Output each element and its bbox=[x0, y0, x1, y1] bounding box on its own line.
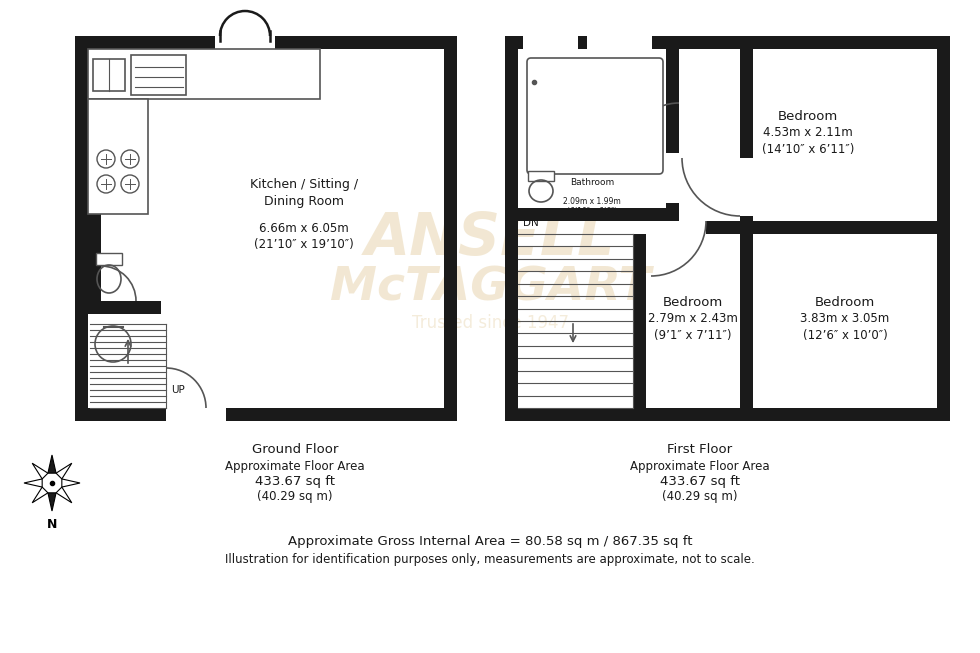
Text: (14’10″ x 6’11″): (14’10″ x 6’11″) bbox=[761, 142, 855, 155]
Text: 3.83m x 3.05m: 3.83m x 3.05m bbox=[801, 313, 890, 325]
Polygon shape bbox=[32, 463, 48, 479]
Bar bbox=[226, 408, 444, 421]
Text: Approximate Floor Area: Approximate Floor Area bbox=[630, 460, 770, 473]
Bar bbox=[583, 36, 587, 49]
Bar bbox=[88, 214, 101, 314]
Text: Ground Floor: Ground Floor bbox=[252, 443, 338, 456]
Bar bbox=[505, 36, 518, 421]
Bar bbox=[505, 408, 950, 421]
Bar bbox=[505, 36, 950, 49]
Bar bbox=[666, 49, 679, 221]
Polygon shape bbox=[62, 479, 80, 487]
Text: First Floor: First Floor bbox=[667, 443, 733, 456]
Text: ANSELL: ANSELL bbox=[365, 210, 615, 266]
Text: (40.29 sq m): (40.29 sq m) bbox=[258, 490, 333, 503]
Bar bbox=[444, 36, 457, 421]
Text: (6’10″ x 6’6″): (6’10″ x 6’6″) bbox=[567, 207, 617, 216]
Polygon shape bbox=[48, 493, 56, 511]
Polygon shape bbox=[56, 463, 72, 479]
Text: Approximate Gross Internal Area = 80.58 sq m / 867.35 sq ft: Approximate Gross Internal Area = 80.58 … bbox=[288, 535, 692, 548]
Polygon shape bbox=[24, 479, 42, 487]
Text: McTAGGART: McTAGGART bbox=[329, 266, 651, 310]
Text: UP: UP bbox=[171, 385, 185, 395]
Text: Illustration for identification purposes only, measurements are approximate, not: Illustration for identification purposes… bbox=[225, 553, 755, 566]
Bar bbox=[131, 55, 186, 95]
Text: 4.53m x 2.11m: 4.53m x 2.11m bbox=[763, 127, 853, 140]
Bar bbox=[75, 36, 88, 421]
Bar bbox=[587, 36, 652, 49]
Bar bbox=[679, 221, 937, 234]
Text: (21’10″ x 19’10″): (21’10″ x 19’10″) bbox=[255, 238, 354, 251]
Bar bbox=[88, 49, 320, 99]
Text: Bathroom: Bathroom bbox=[570, 178, 614, 187]
Text: 433.67 sq ft: 433.67 sq ft bbox=[255, 475, 335, 488]
Text: Bedroom: Bedroom bbox=[662, 296, 723, 310]
Text: Trusted since 1947: Trusted since 1947 bbox=[412, 314, 568, 332]
Polygon shape bbox=[32, 487, 48, 503]
Bar bbox=[523, 36, 578, 49]
Bar bbox=[666, 153, 679, 203]
Bar bbox=[518, 208, 679, 221]
Bar bbox=[937, 36, 950, 421]
Bar bbox=[633, 234, 646, 408]
FancyBboxPatch shape bbox=[527, 58, 663, 174]
Bar bbox=[93, 59, 125, 91]
Text: (9’1″ x 7’11″): (9’1″ x 7’11″) bbox=[655, 328, 732, 342]
Text: (40.29 sq m): (40.29 sq m) bbox=[662, 490, 738, 503]
Text: 6.66m x 6.05m: 6.66m x 6.05m bbox=[260, 222, 349, 235]
Bar bbox=[740, 49, 753, 408]
Polygon shape bbox=[56, 487, 72, 503]
Text: Kitchen / Sitting /
Dining Room: Kitchen / Sitting / Dining Room bbox=[250, 178, 359, 208]
Bar bbox=[96, 253, 122, 265]
Bar bbox=[75, 36, 215, 49]
Bar bbox=[75, 408, 457, 421]
Text: 433.67 sq ft: 433.67 sq ft bbox=[660, 475, 740, 488]
Bar bbox=[166, 408, 226, 421]
Text: Approximate Floor Area: Approximate Floor Area bbox=[225, 460, 365, 473]
Polygon shape bbox=[48, 455, 56, 473]
Bar bbox=[275, 36, 457, 49]
Bar bbox=[88, 301, 161, 314]
Bar bbox=[528, 171, 554, 181]
Text: (12’6″ x 10’0″): (12’6″ x 10’0″) bbox=[803, 328, 887, 342]
Text: Bedroom: Bedroom bbox=[815, 296, 875, 310]
Text: 2.09m x 1.99m: 2.09m x 1.99m bbox=[564, 197, 621, 206]
Bar bbox=[740, 158, 753, 216]
Text: 2.79m x 2.43m: 2.79m x 2.43m bbox=[648, 313, 738, 325]
Text: Bedroom: Bedroom bbox=[778, 110, 838, 123]
Text: DN: DN bbox=[523, 218, 539, 228]
Bar bbox=[88, 99, 148, 214]
Text: N: N bbox=[47, 518, 57, 531]
Bar bbox=[651, 221, 706, 234]
